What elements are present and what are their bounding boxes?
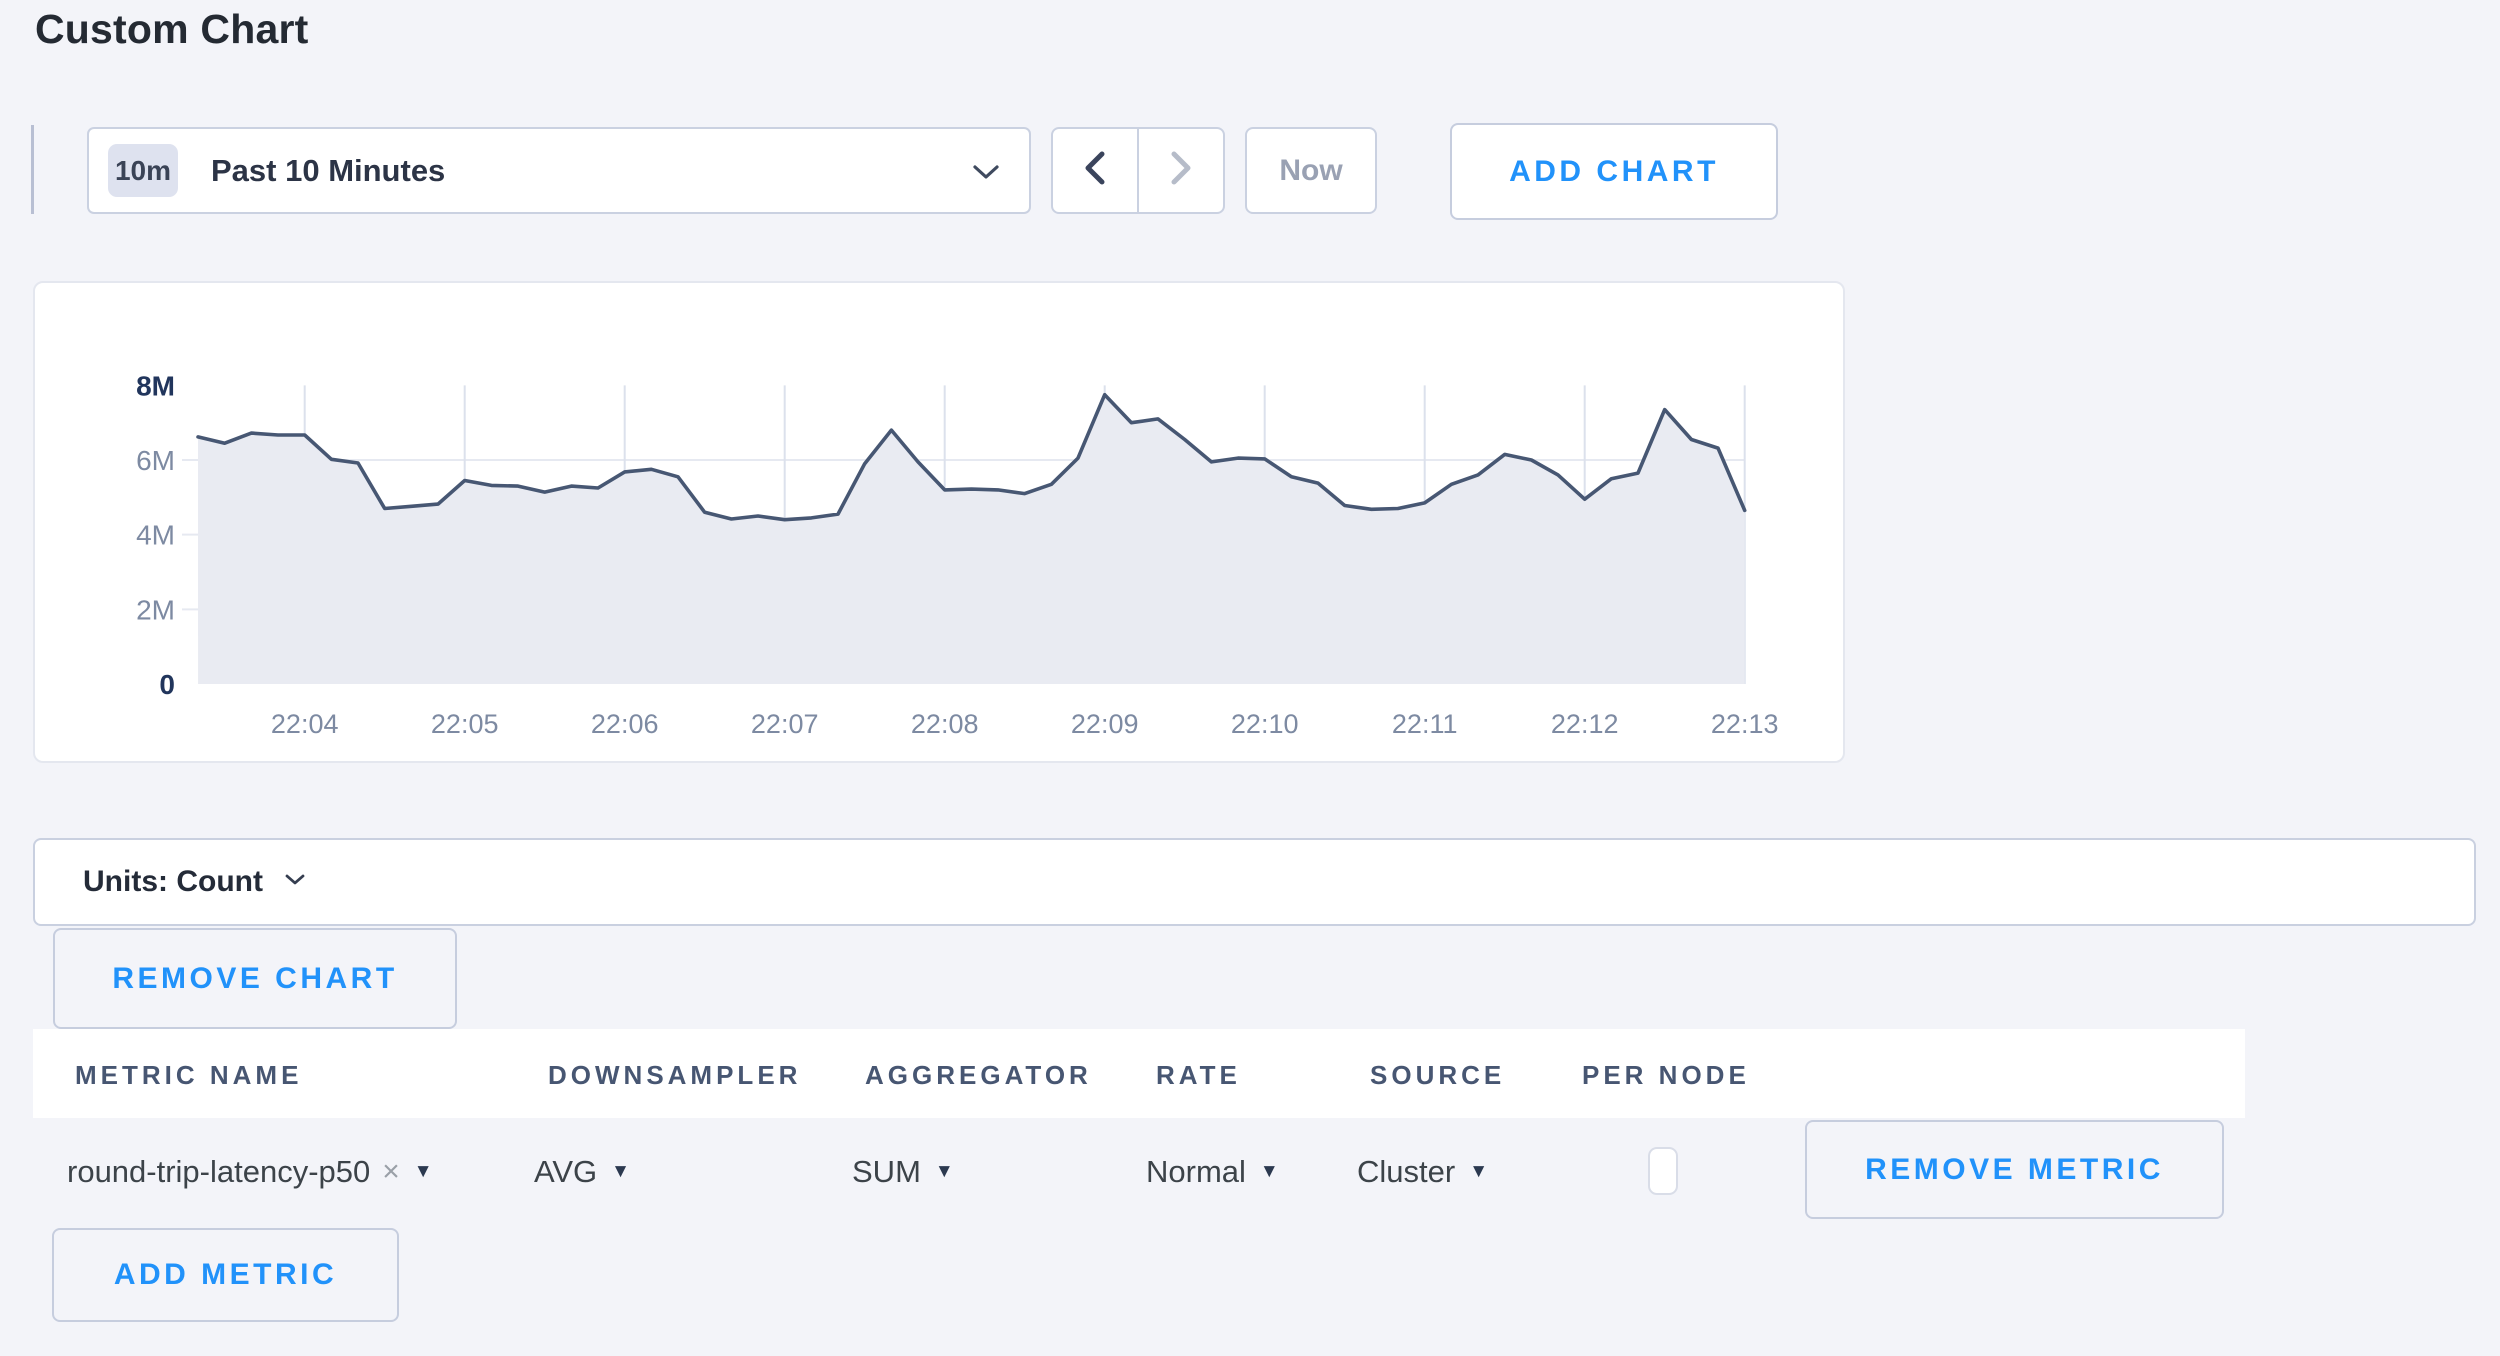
time-range-dropdown[interactable]: 10m Past 10 Minutes (87, 127, 1031, 214)
svg-text:4M: 4M (136, 520, 175, 551)
col-header-metric-name: METRIC NAME (75, 1060, 303, 1090)
step-forward-button[interactable] (1139, 129, 1223, 212)
metrics-table-header: METRIC NAME DOWNSAMPLER AGGREGATOR RATE … (33, 1029, 2245, 1118)
col-header-source: SOURCE (1370, 1060, 1506, 1090)
svg-text:22:10: 22:10 (1231, 709, 1299, 739)
rate-value: Normal (1146, 1154, 1246, 1189)
col-header-downsampler: DOWNSAMPLER (548, 1060, 802, 1090)
time-range-badge: 10m (108, 144, 178, 197)
add-metric-button[interactable]: ADD METRIC (52, 1228, 399, 1322)
chart-card: 0 2M 4M 6M 8M 22:04 22:05 22:06 22:07 22:08 22:09 2… (33, 281, 1845, 763)
aggregator-value: SUM (852, 1154, 921, 1189)
dropdown-caret-icon: ▼ (1469, 1161, 1489, 1182)
svg-text:22:09: 22:09 (1071, 709, 1139, 739)
metric-name-dropdown[interactable]: round-trip-latency-p50 × ▼ (67, 1146, 433, 1198)
source-dropdown[interactable]: Cluster ▼ (1357, 1146, 1488, 1198)
add-metric-label: ADD METRIC (113, 1258, 338, 1291)
clear-metric-icon[interactable]: × (382, 1155, 400, 1188)
svg-text:8M: 8M (136, 370, 175, 401)
col-header-rate: RATE (1156, 1060, 1241, 1090)
svg-text:22:08: 22:08 (911, 709, 979, 739)
units-dropdown[interactable]: Units: Count (33, 838, 2476, 926)
col-header-aggregator: AGGREGATOR (865, 1060, 1092, 1090)
svg-text:22:04: 22:04 (271, 709, 339, 739)
per-node-checkbox[interactable] (1648, 1147, 1678, 1195)
now-button[interactable]: Now (1245, 127, 1377, 214)
remove-metric-button[interactable]: REMOVE METRIC (1805, 1120, 2224, 1219)
svg-text:22:13: 22:13 (1711, 709, 1779, 739)
remove-metric-label: REMOVE METRIC (1865, 1152, 2164, 1186)
now-button-label: Now (1279, 153, 1343, 187)
step-back-button[interactable] (1053, 129, 1139, 212)
dropdown-caret-icon: ▼ (413, 1161, 433, 1182)
dropdown-caret-icon: ▼ (611, 1161, 630, 1182)
toolbar-accent-divider (31, 125, 34, 214)
add-chart-label: ADD CHART (1509, 154, 1719, 188)
dropdown-caret-icon: ▼ (934, 1161, 954, 1182)
svg-text:0: 0 (159, 669, 175, 700)
add-chart-button[interactable]: ADD CHART (1450, 123, 1778, 220)
svg-text:22:11: 22:11 (1392, 709, 1458, 739)
aggregator-dropdown[interactable]: SUM ▼ (852, 1146, 954, 1198)
source-value: Cluster (1357, 1154, 1456, 1189)
col-header-per-node: PER NODE (1582, 1060, 1750, 1090)
chevron-down-icon (973, 165, 999, 185)
chevron-left-icon (1083, 151, 1107, 190)
rate-dropdown[interactable]: Normal ▼ (1146, 1146, 1279, 1198)
downsampler-value: AVG (534, 1154, 598, 1189)
svg-text:22:12: 22:12 (1551, 709, 1619, 739)
svg-text:22:05: 22:05 (431, 709, 499, 739)
page-title: Custom Chart (35, 6, 309, 52)
chevron-right-icon (1169, 151, 1193, 190)
units-label: Units: Count (83, 865, 263, 898)
time-range-label: Past 10 Minutes (211, 152, 446, 188)
remove-chart-label: REMOVE CHART (112, 961, 398, 995)
svg-text:6M: 6M (136, 445, 175, 476)
svg-text:22:06: 22:06 (591, 709, 659, 739)
downsampler-dropdown[interactable]: AVG ▼ (534, 1146, 630, 1198)
svg-text:2M: 2M (136, 594, 175, 625)
remove-chart-button[interactable]: REMOVE CHART (53, 928, 457, 1029)
metric-name-value: round-trip-latency-p50 (67, 1154, 371, 1189)
dropdown-caret-icon: ▼ (1259, 1161, 1279, 1182)
svg-text:22:07: 22:07 (751, 709, 819, 739)
chevron-down-icon (285, 873, 305, 891)
time-step-button-group (1051, 127, 1225, 214)
timeseries-area-chart[interactable]: 0 2M 4M 6M 8M 22:04 22:05 22:06 22:07 22:08 22:09 2… (35, 283, 1843, 761)
